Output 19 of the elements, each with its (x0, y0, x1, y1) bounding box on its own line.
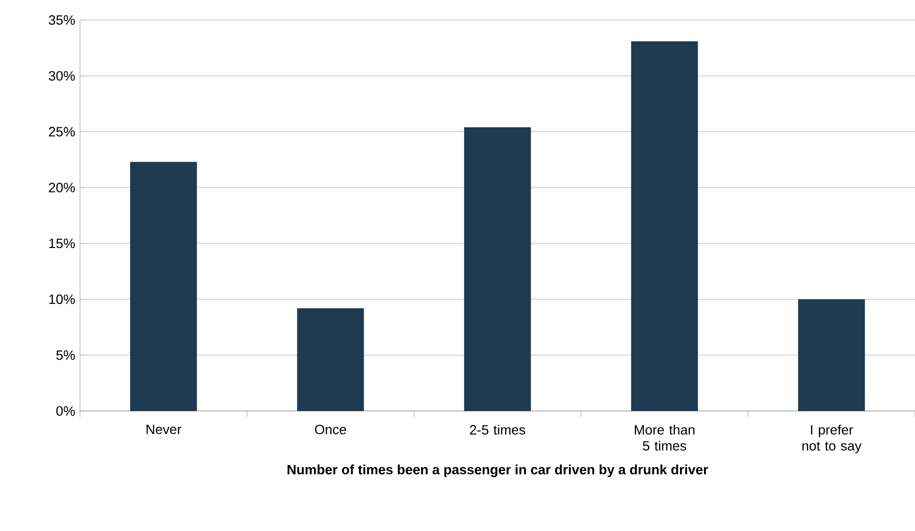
bar (297, 308, 364, 411)
x-tick-label: More than 5 times (634, 424, 694, 451)
bar (798, 299, 865, 411)
x-tick-label: Once (315, 424, 346, 434)
bar (130, 162, 197, 411)
y-tick-label: 30% (48, 71, 75, 81)
y-tick-label: 0% (56, 406, 75, 416)
bar (464, 127, 531, 411)
x-tick-label: Never (146, 424, 182, 434)
x-tick-label: I prefer not to say (802, 424, 862, 454)
bar (631, 41, 698, 411)
y-tick-label: 25% (48, 126, 75, 136)
x-axis-title: Number of times been a passenger in car driven by a drunk driver (288, 464, 708, 478)
y-tick-label: 10% (49, 294, 75, 304)
y-tick-label: 35% (48, 15, 75, 25)
y-tick-label: 15% (49, 238, 75, 248)
y-tick-label: 20% (48, 182, 75, 192)
y-tick-label: 5% (56, 350, 75, 360)
x-tick-label: 2-5 times (470, 424, 526, 435)
